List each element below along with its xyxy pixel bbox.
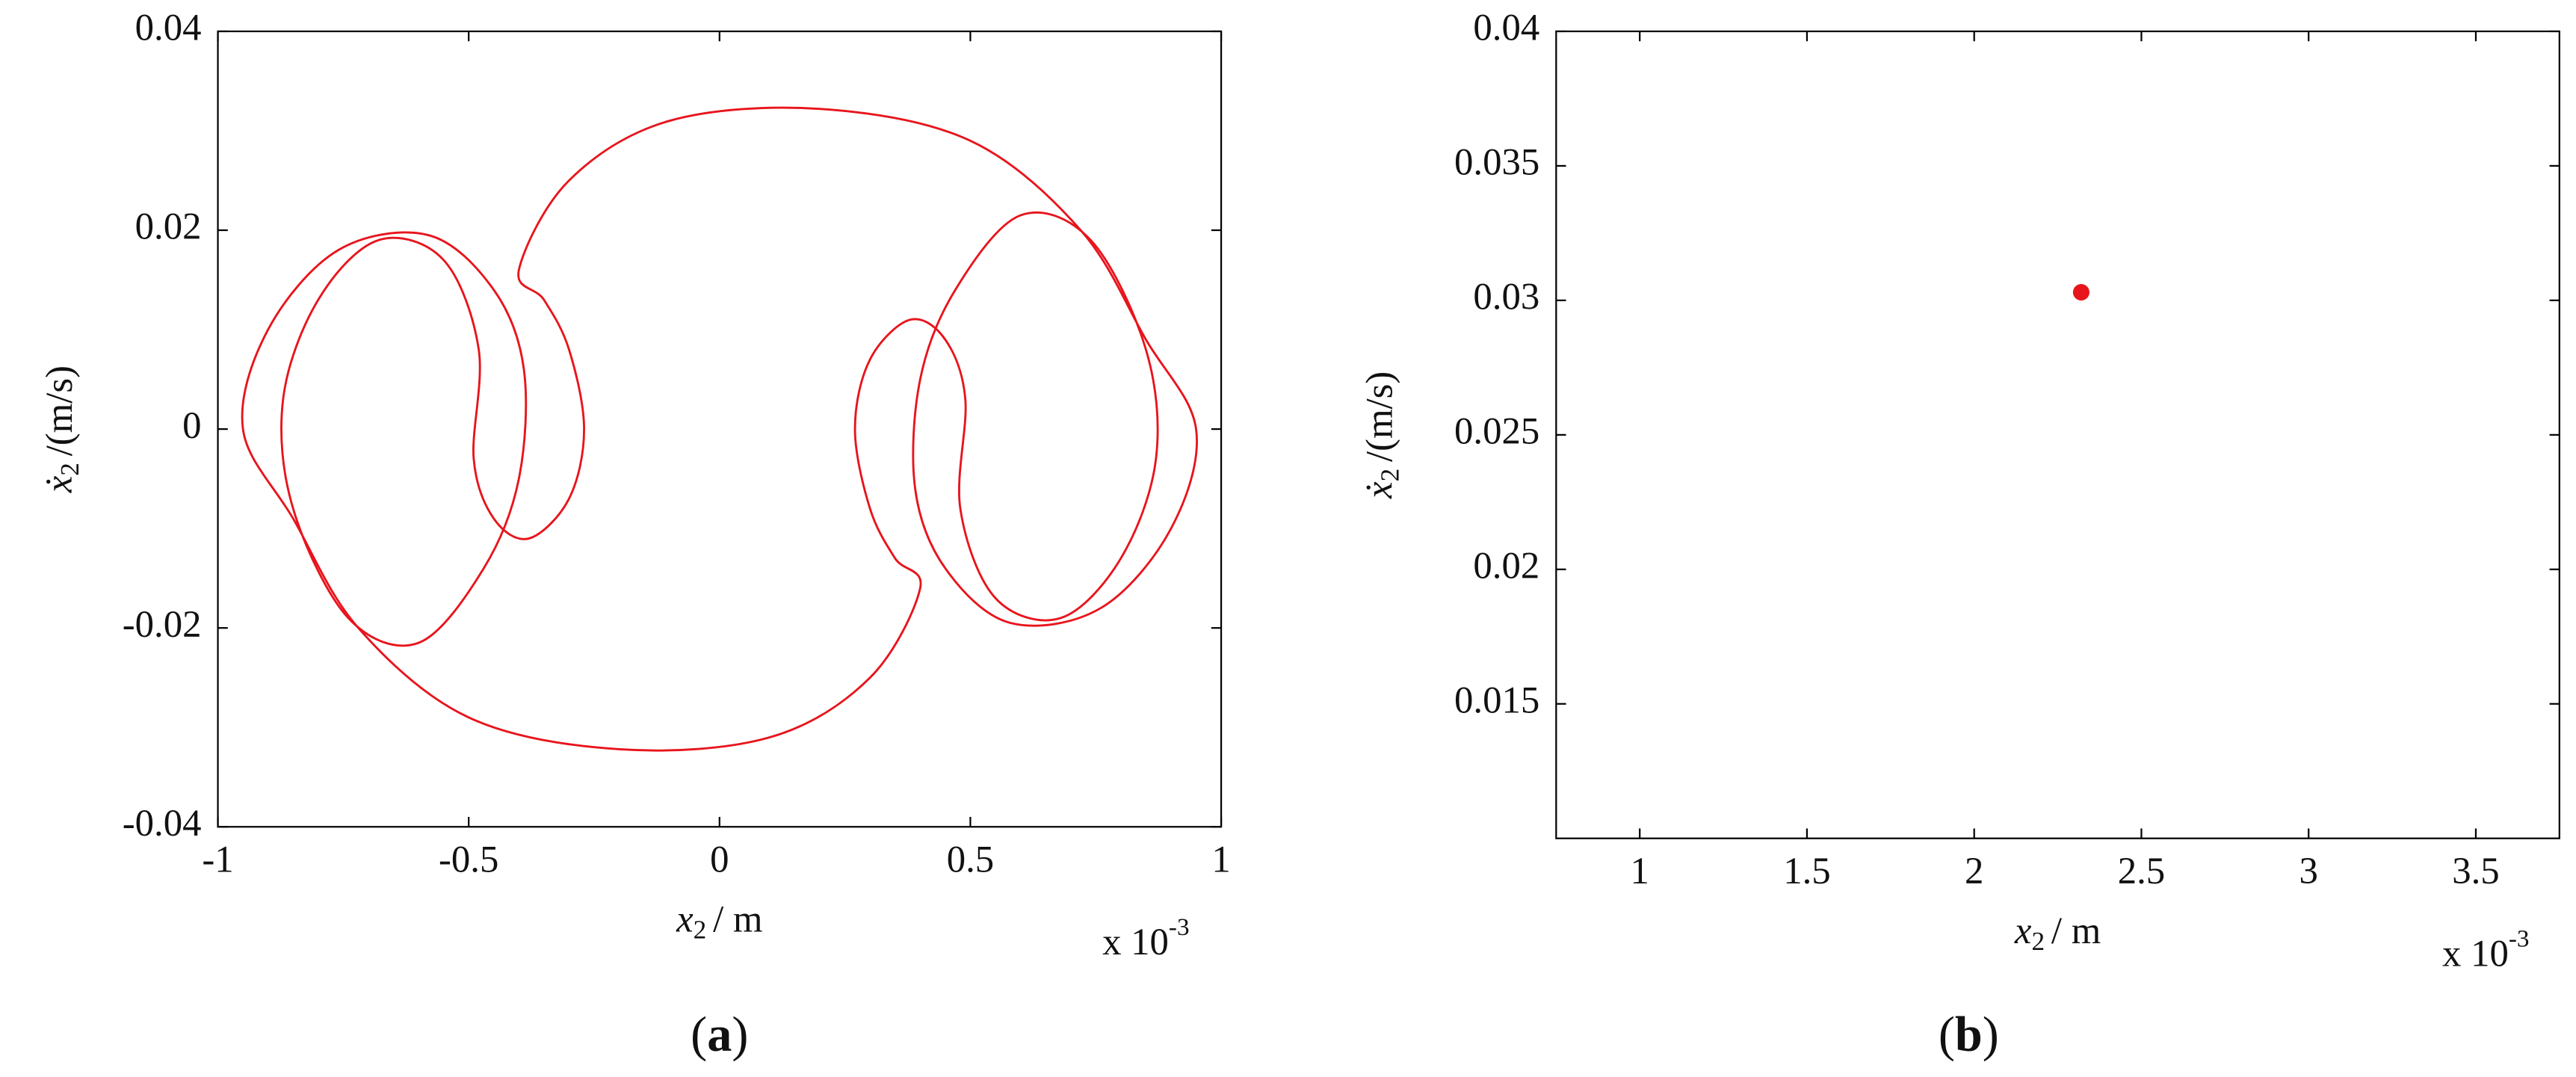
- y-label-subscript: 2: [1376, 469, 1405, 482]
- y-tick-label: -0.02: [123, 603, 202, 645]
- x-label-symbol: x: [2014, 909, 2032, 951]
- x-axis-label: x2/ m: [2014, 909, 2101, 956]
- x-tick-label: 3.5: [2452, 850, 2499, 892]
- x-tick-label: 0.5: [947, 838, 994, 880]
- y-axis-label: ẋ2 /(m/s): [38, 365, 85, 493]
- axis-multiplier: x 10-3: [1102, 913, 1189, 963]
- y-tick-label: 0.035: [1454, 141, 1539, 183]
- multiplier-base: x 10: [1102, 921, 1169, 963]
- x-tick-label: 1.5: [1783, 850, 1830, 892]
- caption-letter: b: [1955, 1007, 1983, 1062]
- point: [2072, 284, 2089, 301]
- y-tick-label: 0.025: [1454, 410, 1539, 451]
- y-tick-label: 0: [182, 404, 201, 446]
- x-label-symbol: x: [676, 898, 694, 939]
- y-label-symbol: ẋ: [38, 475, 80, 493]
- y-tick-label: 0.02: [135, 206, 202, 247]
- multiplier-exponent: -3: [1169, 913, 1190, 941]
- x-tick-label: -1: [202, 838, 233, 880]
- x-label-subscript: 2: [2031, 927, 2045, 956]
- axis-multiplier: x 10-3: [2442, 925, 2529, 974]
- x-label-subscript: 2: [694, 916, 707, 945]
- y-tick-label: 0.03: [1473, 276, 1539, 318]
- y-tick-label: 0.04: [135, 7, 202, 49]
- y-tick-label: 0.04: [1473, 7, 1539, 49]
- panel-caption: (b): [1939, 1007, 1999, 1062]
- y-tick-label: -0.04: [123, 802, 202, 844]
- y-tick-label: 0.015: [1454, 679, 1539, 720]
- caption-open: (: [691, 1007, 707, 1062]
- caption-close: ): [1983, 1007, 1999, 1062]
- y-label-subscript: 2: [55, 463, 84, 476]
- plot-frame: [1555, 30, 2560, 839]
- caption-letter: a: [707, 1007, 732, 1062]
- trajectory: [241, 106, 1198, 752]
- x-tick-label: 1: [1211, 838, 1230, 880]
- x-label-unit: / m: [713, 898, 762, 939]
- x-tick-label: 3: [2299, 850, 2318, 892]
- y-tick-label: 0.02: [1473, 544, 1539, 586]
- y-label-unit: /(m/s): [38, 365, 80, 456]
- x-tick-label: 2: [1965, 850, 1983, 892]
- panel-caption: (a): [691, 1007, 748, 1062]
- y-label-unit: /(m/s): [1358, 371, 1400, 462]
- x-tick-label: 0: [710, 838, 729, 880]
- multiplier-base: x 10: [2442, 932, 2509, 974]
- y-axis-label: ẋ2 /(m/s): [1358, 371, 1405, 499]
- x-axis-label: x2/ m: [676, 898, 762, 945]
- caption-open: (: [1939, 1007, 1955, 1062]
- multiplier-exponent: -3: [2509, 925, 2530, 952]
- x-label-unit: / m: [2051, 909, 2101, 951]
- x-tick-label: -0.5: [439, 838, 498, 880]
- x-tick-label: 2.5: [2118, 850, 2165, 892]
- caption-close: ): [732, 1007, 748, 1062]
- y-label-symbol: ẋ: [1358, 481, 1400, 499]
- x-tick-label: 1: [1630, 850, 1649, 892]
- plot-frame: [217, 30, 1223, 828]
